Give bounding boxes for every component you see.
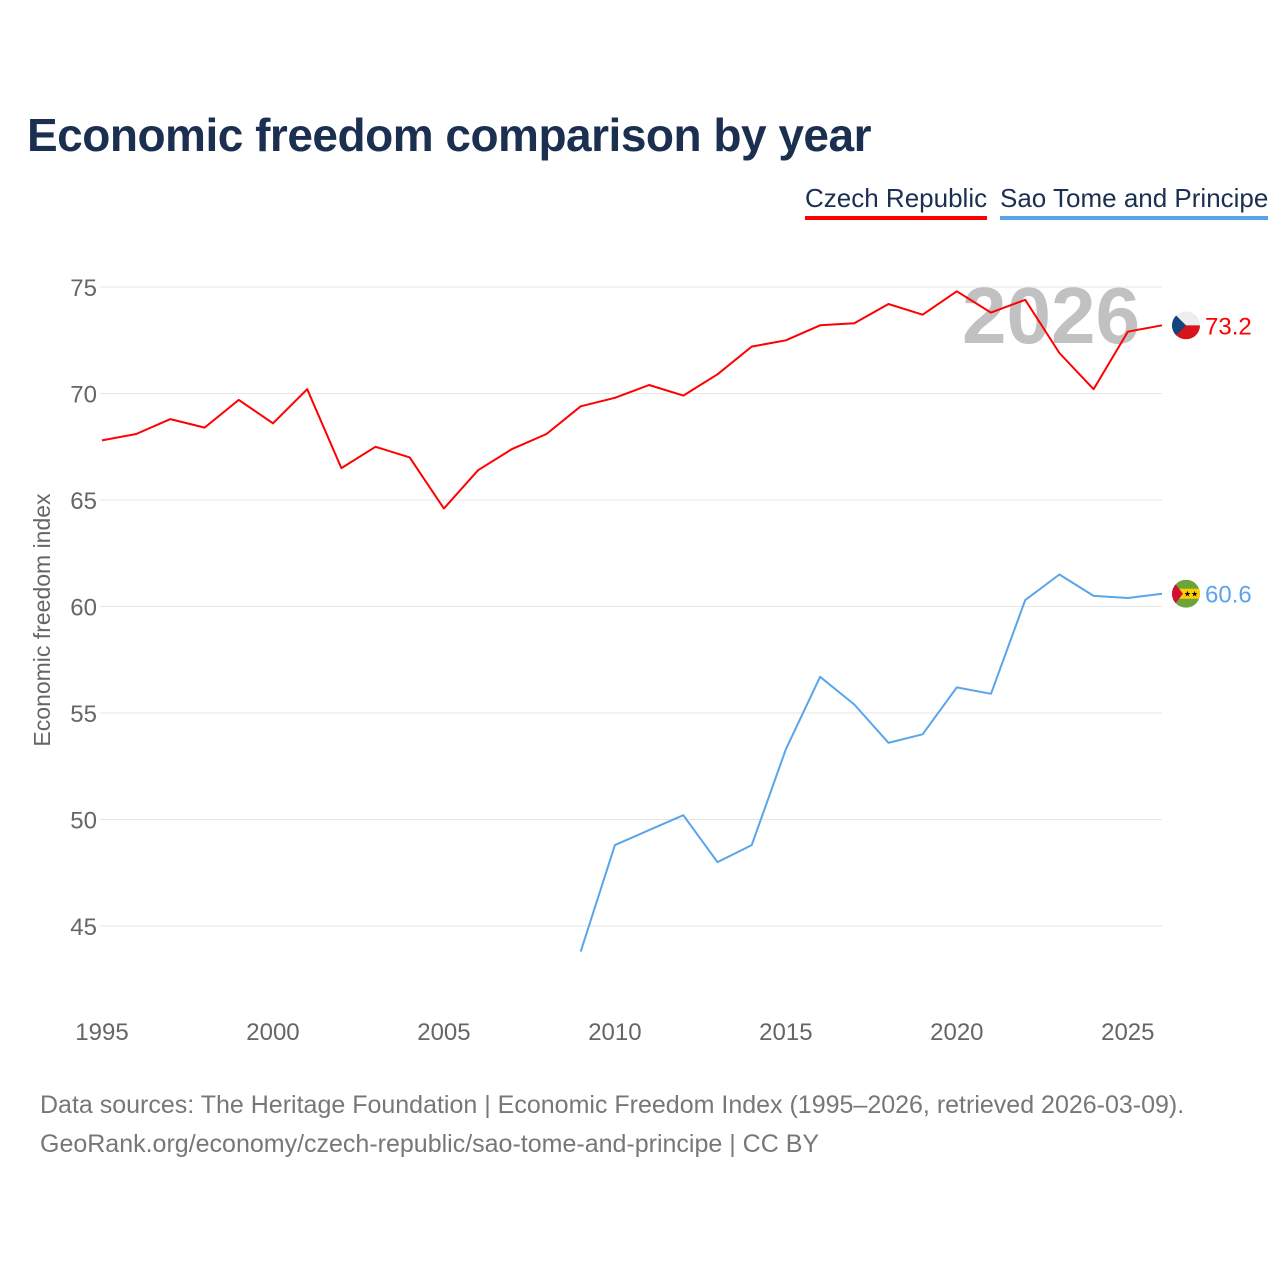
year-watermark: 2026 — [962, 271, 1140, 360]
footer: Data sources: The Heritage Foundation | … — [40, 1086, 1184, 1164]
y-tick-label: 60 — [70, 595, 97, 622]
x-tick-label: 2005 — [417, 1019, 470, 1046]
x-tick-label: 2000 — [246, 1019, 299, 1046]
end-value-label: 73.2 — [1205, 313, 1252, 340]
y-tick-label: 70 — [70, 382, 97, 409]
y-tick-label: 75 — [70, 275, 97, 302]
legend-sao-tome-and-principe[interactable]: Sao Tome and Principe — [1000, 183, 1269, 220]
y-tick-label: 50 — [70, 808, 97, 835]
czech-republic-flag-icon — [1172, 311, 1200, 340]
chart-title: Economic freedom comparison by year — [27, 109, 872, 161]
series-line-sao-tome-and-principe — [579, 573, 1163, 952]
x-tick-label: 2020 — [930, 1019, 983, 1046]
y-tick-label: 65 — [70, 488, 97, 515]
x-tick-label: 2015 — [759, 1019, 812, 1046]
end-value-label: 60.6 — [1205, 582, 1252, 609]
y-tick-label: 55 — [70, 701, 97, 728]
x-tick-label: 2025 — [1101, 1019, 1154, 1046]
x-tick-label: 2010 — [588, 1019, 641, 1046]
series-line-czech-republic — [101, 290, 1163, 510]
x-tick-label: 1995 — [75, 1019, 128, 1046]
sao-tome-and-principe-flag-icon: ★★ — [1172, 579, 1200, 608]
footer-link[interactable]: GeoRank.org/economy/czech-republic/sao-t… — [40, 1130, 820, 1158]
footer-sources: Data sources: The Heritage Foundation | … — [40, 1091, 1185, 1119]
y-axis-label: Economic freedom index — [29, 493, 55, 747]
svg-text:★★: ★★ — [1184, 590, 1198, 599]
legend-czech-republic[interactable]: Czech Republic — [805, 183, 988, 220]
y-tick-label: 45 — [70, 914, 97, 941]
